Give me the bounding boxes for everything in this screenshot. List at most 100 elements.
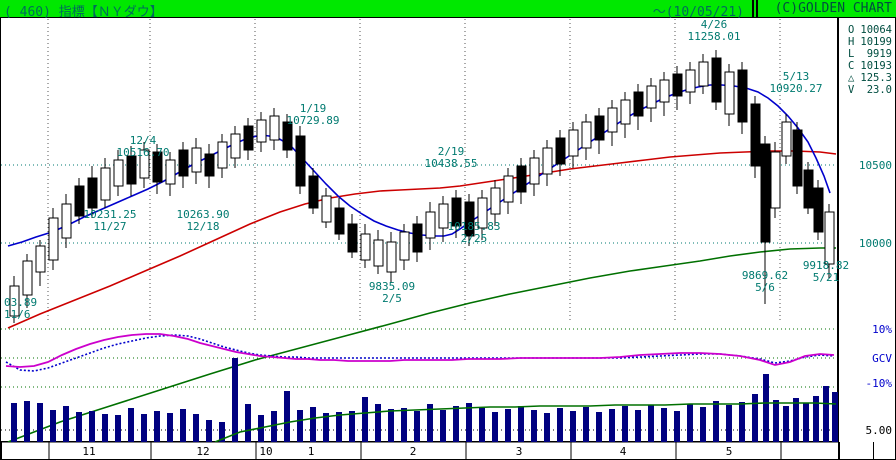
candle bbox=[243, 118, 254, 160]
security-code: ( 460) bbox=[4, 5, 51, 20]
candle bbox=[698, 54, 709, 94]
title-divider-1 bbox=[752, 0, 754, 17]
candle bbox=[256, 112, 267, 152]
candle bbox=[269, 108, 280, 150]
candle bbox=[334, 198, 345, 240]
candle bbox=[399, 224, 410, 270]
candle bbox=[516, 158, 527, 204]
candle bbox=[724, 64, 735, 126]
candle bbox=[503, 168, 514, 214]
x-axis-bar: 11 12 10 1 2 3 4 5 bbox=[0, 442, 896, 460]
volume-ma-green-line bbox=[214, 402, 837, 442]
quote-high-value: 10199 bbox=[860, 36, 892, 48]
candle bbox=[813, 180, 824, 240]
candle bbox=[555, 130, 566, 176]
quote-open-label: O bbox=[848, 24, 854, 36]
candle bbox=[48, 208, 59, 270]
candle bbox=[760, 136, 771, 304]
price-axis-label-10500: 10500 bbox=[859, 159, 892, 172]
annotation-1127-price: 10231.25 bbox=[84, 208, 137, 221]
quote-volume-value: 23.0 bbox=[867, 84, 892, 96]
candle bbox=[646, 78, 657, 122]
x-axis-month-10: 10 bbox=[259, 445, 272, 458]
chart-frame: 03.89 11/6 10231.25 11/27 12/4 10516.70 … bbox=[0, 18, 896, 442]
candle bbox=[373, 230, 384, 274]
annotation-1106-date: 11/6 bbox=[4, 308, 31, 321]
candle bbox=[74, 178, 85, 224]
annotation-0521-date: 5/21 bbox=[813, 271, 840, 284]
candle bbox=[61, 194, 72, 248]
indicator-axis-label-lower: -10% bbox=[866, 377, 893, 390]
annotation-0205-price: 9835.09 bbox=[369, 280, 415, 293]
candle bbox=[204, 144, 215, 188]
annotation-0506-date: 5/6 bbox=[755, 281, 775, 294]
chart-canvas[interactable]: 03.89 11/6 10231.25 11/27 12/4 10516.70 … bbox=[0, 18, 896, 442]
candle bbox=[824, 204, 835, 278]
annotation-1127-date: 11/27 bbox=[93, 220, 126, 233]
x-axis-month-2: 2 bbox=[410, 445, 417, 458]
x-axis-month-3: 3 bbox=[516, 445, 523, 458]
annotation-0513-date: 5/13 bbox=[783, 70, 810, 83]
x-axis-canvas: 11 12 10 1 2 3 4 5 bbox=[1, 442, 874, 460]
candle bbox=[568, 122, 579, 168]
annotation-0521-price: 9918.82 bbox=[803, 259, 849, 272]
right-axis-labels: O 10064 H 10199 L 9919 C 10193 △ 125.3 V… bbox=[848, 24, 892, 437]
candle bbox=[750, 96, 761, 178]
indicator-axis-label-gcv: GCV bbox=[872, 352, 892, 365]
candle bbox=[9, 276, 20, 323]
quote-open-value: 10064 bbox=[860, 24, 892, 36]
candle bbox=[607, 100, 618, 146]
candle bbox=[594, 108, 605, 154]
annotation-1204-price: 10516.70 bbox=[117, 146, 170, 159]
title-divider-2 bbox=[756, 0, 758, 17]
copyright-label: (C)GOLDEN CHART bbox=[774, 1, 892, 16]
annotation-0513-price: 10920.27 bbox=[770, 82, 823, 95]
candle bbox=[781, 114, 792, 164]
candle bbox=[321, 188, 332, 228]
candle bbox=[438, 196, 449, 242]
quote-close-value: 10193 bbox=[860, 60, 892, 72]
x-axis-month-5: 5 bbox=[726, 445, 733, 458]
candle bbox=[126, 146, 137, 196]
quote-close-label: C bbox=[848, 60, 854, 72]
volume-bars[interactable] bbox=[11, 358, 838, 442]
candle bbox=[711, 50, 722, 110]
x-axis-ticks bbox=[48, 442, 782, 459]
candle bbox=[451, 190, 462, 238]
date-range-label: ～(10/05/21) bbox=[652, 5, 744, 20]
security-name: 指標【ＮＹダウ】 bbox=[58, 5, 163, 20]
candle bbox=[542, 140, 553, 186]
candle bbox=[633, 84, 644, 130]
annotation-1204-date: 12/4 bbox=[130, 134, 157, 147]
price-axis-label-10000: 10000 bbox=[859, 237, 892, 250]
security-title: ( 460) 指標【ＮＹダウ】 bbox=[4, 1, 163, 20]
gcv-magenta-line bbox=[5, 333, 835, 368]
x-axis-month-1: 1 bbox=[308, 445, 315, 458]
title-bar: ( 460) 指標【ＮＹダウ】 ～(10/05/21) (C)GOLDEN CH… bbox=[0, 0, 896, 20]
candle bbox=[217, 134, 228, 178]
quote-low-value: 9919 bbox=[867, 48, 892, 60]
candle bbox=[803, 162, 814, 214]
candle bbox=[529, 150, 540, 196]
candle bbox=[792, 122, 803, 194]
quote-change-value: 125.3 bbox=[860, 72, 892, 84]
candle bbox=[295, 126, 306, 194]
candle bbox=[490, 180, 501, 226]
annotation-0219-date: 2/19 bbox=[438, 145, 465, 158]
annotation-0426-price: 11258.01 bbox=[688, 30, 741, 43]
candle bbox=[100, 158, 111, 208]
candle bbox=[282, 114, 293, 158]
candle bbox=[308, 168, 319, 214]
candle bbox=[113, 150, 124, 196]
candle bbox=[672, 66, 683, 110]
candle bbox=[165, 152, 176, 196]
annotation-0219-price: 10438.55 bbox=[425, 157, 478, 170]
candle bbox=[152, 144, 163, 194]
annotation-0205-date: 2/5 bbox=[382, 292, 402, 305]
candle bbox=[22, 254, 33, 308]
annotation-0506-price: 9869.62 bbox=[742, 269, 788, 282]
candle bbox=[87, 166, 98, 218]
candlestick-series[interactable] bbox=[9, 50, 835, 323]
gcv-dotted-blue-line bbox=[5, 334, 835, 372]
